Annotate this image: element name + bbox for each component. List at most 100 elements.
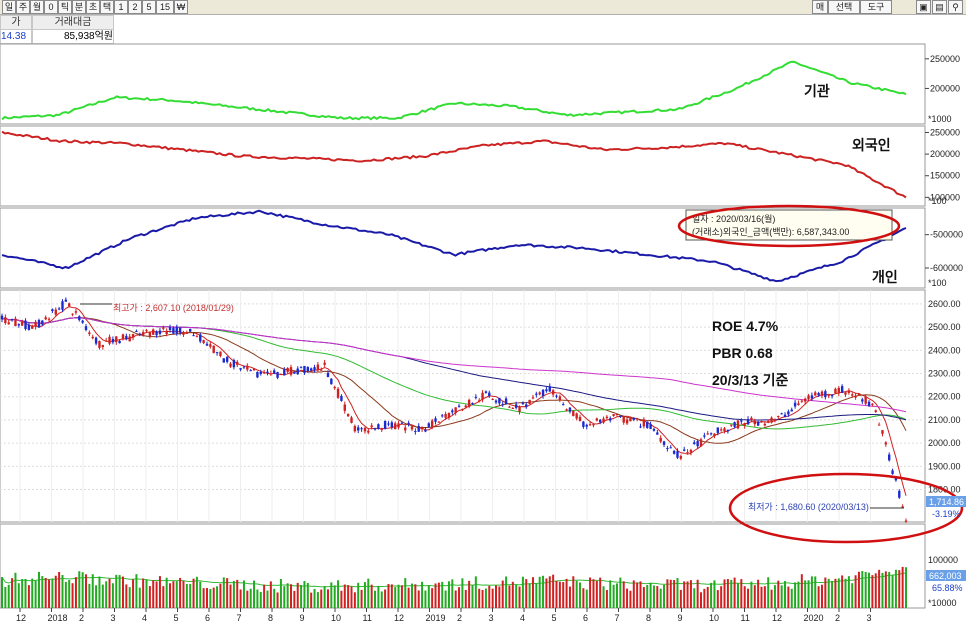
- candle-body: [7, 322, 10, 325]
- print-icon[interactable]: ▤: [932, 0, 947, 14]
- volume-bar: [61, 574, 64, 608]
- volume-bar: [861, 571, 864, 608]
- candle-body: [558, 396, 562, 401]
- volume-bar: [542, 575, 545, 608]
- grid-lines: [0, 290, 925, 522]
- candle-body: [68, 303, 71, 307]
- period-tab-6[interactable]: 초: [86, 0, 100, 14]
- candle-body: [683, 449, 686, 451]
- period-tab-12[interactable]: ₩: [174, 0, 188, 14]
- period-tab-9[interactable]: 2: [128, 0, 142, 14]
- candle-body: [115, 336, 118, 343]
- volume-bar: [212, 587, 215, 608]
- volume-bar: [24, 578, 27, 608]
- volume-bar: [669, 579, 672, 608]
- volume-bar: [155, 581, 158, 608]
- last-price: 1,714.86: [929, 497, 964, 507]
- volume-bar: [723, 579, 726, 608]
- candle-body: [380, 429, 383, 431]
- pin-icon[interactable]: ⚲: [948, 0, 963, 14]
- volume-bar: [374, 590, 377, 608]
- volume-bar: [195, 576, 198, 608]
- period-tab-3[interactable]: 0: [44, 0, 58, 14]
- candle-body: [138, 333, 141, 335]
- high-annotation: 최고가 : 2,607.10 (2018/01/29): [113, 303, 234, 313]
- volume-bar: [370, 584, 373, 608]
- volume-bar: [693, 588, 696, 608]
- volume-bar: [831, 580, 834, 608]
- candle-body: [733, 422, 736, 427]
- candle-body: [192, 335, 195, 337]
- volume-bar: [720, 586, 723, 608]
- volume-bar: [562, 582, 565, 608]
- x-tick-label-26: 2: [835, 613, 840, 623]
- volume-bar: [343, 584, 346, 608]
- volume-bar: [753, 585, 756, 608]
- volume-bar: [202, 588, 205, 608]
- volume-bar: [414, 584, 417, 608]
- candle-body: [209, 344, 212, 347]
- price-candles: [0, 297, 908, 523]
- volume-bar: [545, 578, 548, 608]
- volume-bar: [68, 580, 71, 608]
- volume-bar: [421, 581, 424, 608]
- volume-bar: [773, 585, 776, 608]
- candle-body: [706, 433, 709, 435]
- volume-bar: [780, 585, 783, 608]
- volume-bar: [740, 579, 743, 608]
- low-annotation: 최저가 : 1,680.60 (2020/03/13): [748, 502, 869, 512]
- tool-button-0[interactable]: 매: [812, 0, 828, 14]
- candle-body: [343, 404, 346, 411]
- candle-body: [881, 430, 884, 434]
- volume-bar: [128, 587, 131, 608]
- volume-bar: [310, 592, 313, 608]
- volume-bar: [58, 571, 61, 608]
- candle-body: [400, 422, 404, 424]
- candle-body: [229, 363, 232, 367]
- candle-body: [125, 335, 128, 339]
- x-tick-label-11: 11: [363, 613, 372, 623]
- volume-bar: [794, 582, 797, 608]
- tooltip-line2: (거래소)외국인_금액(백만): 6,587,343.00: [692, 226, 849, 237]
- tool-button-1[interactable]: 선택: [828, 0, 860, 14]
- x-tick-label-5: 5: [174, 613, 179, 623]
- period-tab-7[interactable]: 택: [100, 0, 114, 14]
- candle-body: [756, 421, 760, 426]
- period-tab-11[interactable]: 15: [156, 0, 174, 14]
- period-tab-10[interactable]: 5: [142, 0, 156, 14]
- volume-bar: [763, 586, 766, 608]
- settings-icon[interactable]: ▣: [916, 0, 931, 14]
- volume-bar: [293, 590, 296, 608]
- candle-body: [367, 430, 370, 433]
- candle-body: [108, 336, 111, 344]
- volume-bar: [878, 569, 881, 608]
- volume-bar: [575, 580, 578, 608]
- period-tab-2[interactable]: 월: [30, 0, 44, 14]
- x-tick-label-6: 6: [205, 613, 210, 623]
- candle-body: [904, 520, 908, 522]
- period-tab-1[interactable]: 주: [16, 0, 30, 14]
- candle-body: [699, 439, 703, 447]
- candle-body: [787, 411, 790, 415]
- period-tab-5[interactable]: 분: [72, 0, 86, 14]
- period-tab-4[interactable]: 틱: [58, 0, 72, 14]
- candle-body: [78, 316, 81, 321]
- candle-body: [393, 423, 397, 430]
- volume-bar: [679, 589, 682, 608]
- volume-bar: [451, 579, 454, 608]
- candle-body: [0, 315, 4, 320]
- tool-button-2[interactable]: 도구: [860, 0, 892, 14]
- candle-body: [666, 447, 669, 449]
- period-tab-8[interactable]: 1: [114, 0, 128, 14]
- candle-body: [94, 337, 98, 344]
- volume-bar: [552, 574, 555, 608]
- volume-bar: [353, 592, 356, 608]
- low-highlight-ellipse: [728, 472, 964, 544]
- period-tab-0[interactable]: 일: [2, 0, 16, 14]
- candle-body: [350, 417, 353, 423]
- volume-bar: [797, 581, 800, 608]
- volume-bar: [27, 585, 30, 608]
- volume-bar: [145, 579, 148, 608]
- x-tick-label-22: 10: [709, 613, 719, 623]
- volume-bar: [387, 584, 390, 608]
